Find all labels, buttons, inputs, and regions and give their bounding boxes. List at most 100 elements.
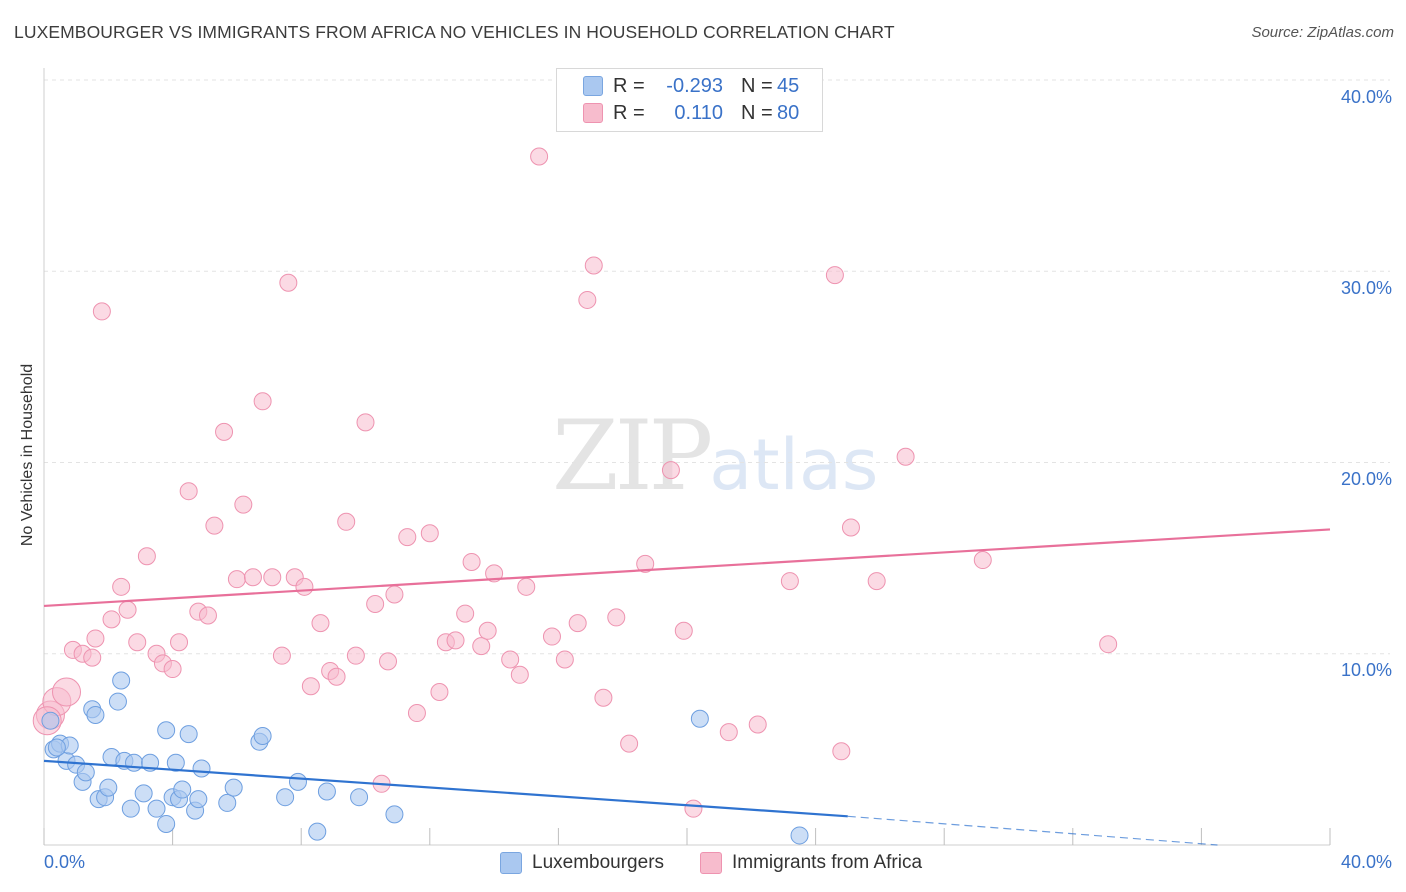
luxembourger-point [224,778,243,797]
africa-point [542,627,561,646]
luxembourger-point [192,759,211,778]
africa-point [253,392,272,411]
africa-point [584,256,603,275]
africa-point [112,577,131,596]
africa-point [568,614,587,633]
africa-point [607,608,626,627]
africa-point [1099,635,1118,654]
africa-point [379,652,398,671]
luxembourger-point [173,780,192,799]
legend-label: Immigrants from Africa [732,852,923,873]
africa-point [137,547,156,566]
africa-point [52,677,82,707]
africa-point [163,660,182,679]
legend-row-africa: R = 0.110 N = 80 [583,100,799,126]
luxembourger-trend-line [43,759,848,818]
africa-point [234,495,253,514]
africa-point [684,799,703,818]
africa-point [517,577,536,596]
n-label: N = [741,101,773,124]
africa-point [896,447,915,466]
africa-point [227,570,246,589]
luxembourger-point [125,753,144,772]
source-label: Source: ZipAtlas.com [1251,24,1394,41]
africa-point [973,551,992,570]
africa-point [198,606,217,625]
luxembourger-point [41,711,60,730]
africa-point [92,302,111,321]
luxembourger-point [134,784,153,803]
watermark: ZIPatlas [552,400,878,512]
luxembourger-point [86,705,105,724]
africa-point [594,688,613,707]
africa-point [530,147,549,166]
luxembourger-point [157,721,176,740]
africa-point [86,629,105,648]
africa-point [841,518,860,537]
africa-point [83,648,102,667]
africa-point [472,637,491,656]
africa-point [272,646,291,665]
n-value: 45 [777,74,800,97]
africa-point [356,413,375,432]
luxembourger-point [108,692,127,711]
luxembourger-point [189,790,208,809]
africa-point [555,650,574,669]
africa-point [446,631,465,650]
luxembourger-point [385,805,404,824]
africa-point [748,715,767,734]
africa-point [301,677,320,696]
africa-point [780,572,799,591]
africa-point [578,290,597,309]
africa-point [832,742,851,761]
x-tick-min: 0.0% [44,852,86,872]
africa-point [366,595,385,614]
africa-point [243,568,262,587]
x-tick-max: 40.0% [1340,852,1392,872]
luxembourger-point [147,799,166,818]
africa-point [407,704,426,723]
legend-item-africa: Immigrants from Africa [700,852,922,874]
africa-point [102,610,121,629]
luxembourger-point [218,793,237,812]
luxembourger-trend-extension [847,815,1218,846]
africa-point [337,512,356,531]
africa-point [430,683,449,701]
africa-point [295,577,314,596]
africa-point [462,552,481,571]
africa-point [636,554,655,573]
africa-point [327,667,346,686]
legend-swatch-blue [500,852,522,874]
luxembourger-point [166,753,185,772]
n-value: 80 [777,101,800,124]
luxembourger-point [276,788,295,807]
africa-point [456,604,475,623]
africa-point [215,422,234,441]
r-label: R = [613,101,645,124]
africa-point [420,524,439,543]
luxembourger-point [179,725,198,744]
legend-swatch-pink [700,852,722,874]
africa-point [501,650,520,669]
luxembourger-point [47,738,66,757]
watermark-zip: ZIP [552,400,713,512]
y-tick-20: 20.0% [1340,469,1392,489]
legend-swatch-pink [583,103,603,123]
y-tick-30: 30.0% [1340,278,1392,298]
luxembourger-point [157,814,176,833]
correlation-legend: R = -0.293 N = 45 R = 0.110 N = 80 [556,68,823,132]
africa-point [674,621,693,640]
africa-point [385,585,404,604]
africa-point [346,646,365,665]
africa-point [620,734,639,753]
n-label: N = [741,74,773,97]
africa-point [478,621,497,640]
luxembourger-point [112,671,131,690]
watermark-atlas: atlas [709,424,879,506]
africa-point [279,273,298,292]
africa-point [661,461,680,480]
luxembourger-point [253,726,272,745]
luxembourger-point [790,826,809,845]
series-legend: Luxembourgers Immigrants from Africa [0,852,1406,878]
